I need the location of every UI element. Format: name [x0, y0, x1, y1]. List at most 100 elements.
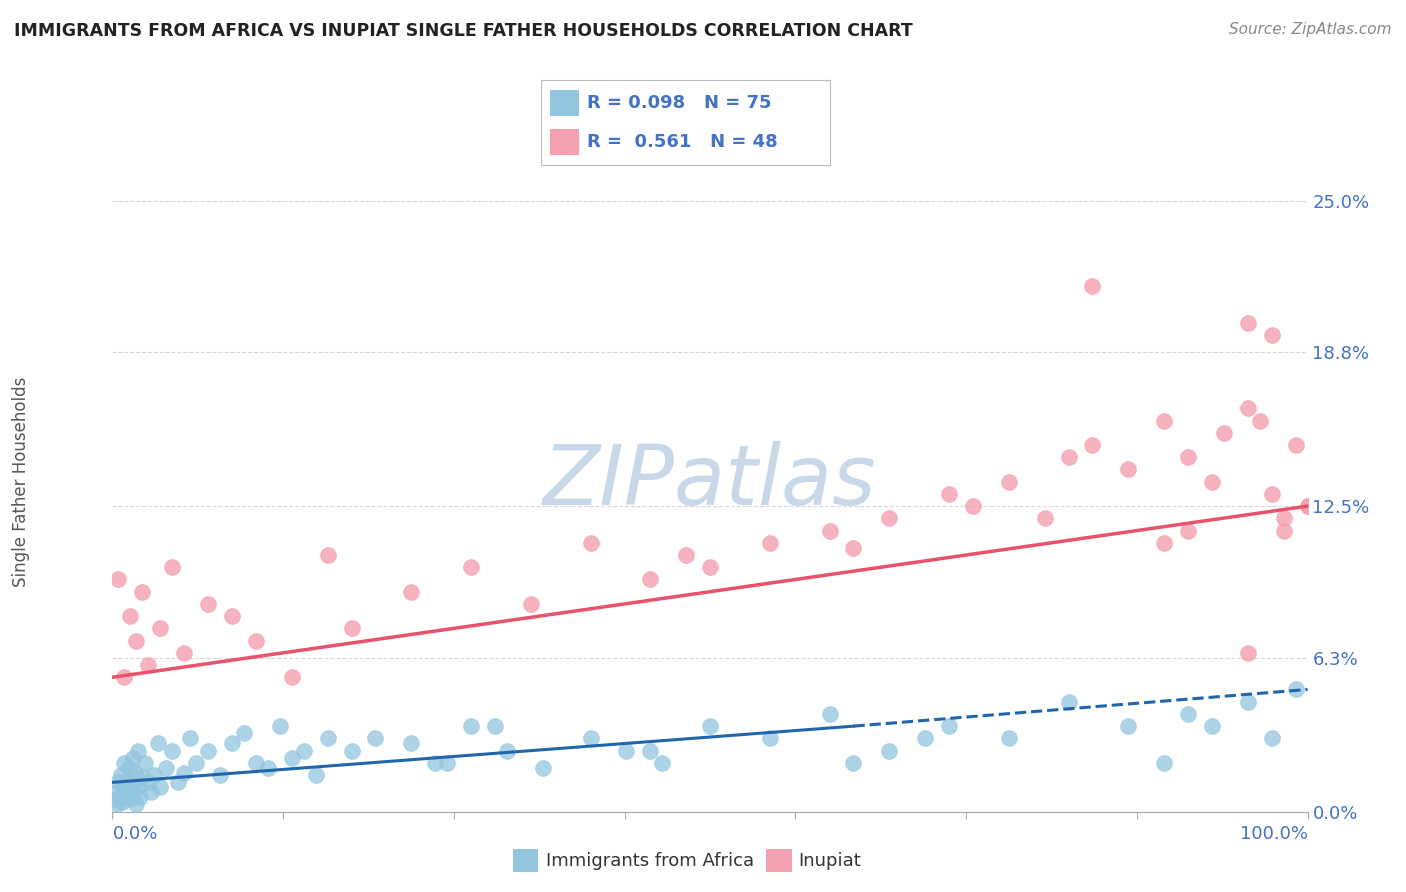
- Point: [401, 736, 423, 750]
- Text: R =  0.561   N = 48: R = 0.561 N = 48: [588, 133, 778, 151]
- Point: [1177, 524, 1199, 538]
- Point: [107, 775, 129, 789]
- Point: [125, 633, 148, 648]
- Point: [579, 536, 602, 550]
- Point: [256, 761, 278, 775]
- Point: [138, 658, 160, 673]
- Point: [1237, 646, 1260, 660]
- Point: [173, 765, 195, 780]
- Point: [221, 736, 243, 750]
- Point: [962, 499, 984, 513]
- Point: [425, 756, 447, 770]
- Point: [938, 719, 960, 733]
- Point: [1260, 328, 1282, 343]
- Text: Inupiat: Inupiat: [799, 852, 862, 870]
- Point: [1260, 731, 1282, 746]
- Point: [1272, 524, 1295, 538]
- Point: [914, 731, 936, 746]
- Point: [162, 560, 183, 574]
- Point: [1153, 413, 1175, 427]
- Point: [1057, 695, 1080, 709]
- Point: [1081, 279, 1104, 293]
- Point: [173, 646, 195, 660]
- Point: [269, 719, 291, 733]
- Point: [531, 761, 554, 775]
- Point: [114, 756, 135, 770]
- Point: [842, 541, 865, 555]
- Point: [121, 778, 143, 792]
- Text: IMMIGRANTS FROM AFRICA VS INUPIAT SINGLE FATHER HOUSEHOLDS CORRELATION CHART: IMMIGRANTS FROM AFRICA VS INUPIAT SINGLE…: [14, 22, 912, 40]
- Point: [1153, 756, 1175, 770]
- Point: [1201, 719, 1223, 733]
- Point: [877, 511, 900, 525]
- Text: 100.0%: 100.0%: [1240, 825, 1308, 843]
- Point: [1285, 438, 1308, 452]
- Point: [579, 731, 602, 746]
- Point: [364, 731, 387, 746]
- Point: [484, 719, 506, 733]
- Point: [131, 584, 153, 599]
- Point: [134, 756, 156, 770]
- Point: [520, 597, 543, 611]
- Point: [179, 731, 201, 746]
- Point: [120, 792, 142, 806]
- Point: [112, 780, 135, 795]
- Point: [186, 756, 208, 770]
- Point: [127, 743, 149, 757]
- Point: [167, 775, 190, 789]
- Point: [125, 797, 148, 812]
- Point: [1212, 425, 1236, 440]
- Point: [1057, 450, 1080, 465]
- Point: [304, 768, 326, 782]
- Point: [1177, 706, 1199, 721]
- Point: [998, 731, 1021, 746]
- Point: [292, 743, 315, 757]
- Point: [138, 775, 160, 789]
- Point: [117, 782, 139, 797]
- Point: [699, 560, 721, 574]
- Point: [245, 633, 267, 648]
- Text: Immigrants from Africa: Immigrants from Africa: [546, 852, 754, 870]
- Point: [1116, 462, 1139, 476]
- Point: [281, 751, 304, 765]
- Point: [401, 584, 423, 599]
- Point: [340, 621, 363, 635]
- Point: [139, 785, 162, 799]
- Point: [1272, 511, 1295, 525]
- Point: [436, 756, 458, 770]
- Text: 0.0%: 0.0%: [112, 825, 157, 843]
- Point: [1153, 536, 1175, 550]
- Point: [128, 780, 150, 795]
- Point: [232, 726, 256, 740]
- Point: [122, 785, 145, 799]
- Point: [340, 743, 363, 757]
- Point: [124, 765, 146, 780]
- Point: [110, 768, 132, 782]
- Point: [759, 536, 782, 550]
- Point: [496, 743, 519, 757]
- Point: [208, 768, 231, 782]
- Point: [114, 670, 135, 684]
- Point: [143, 768, 166, 782]
- Point: [651, 756, 673, 770]
- Point: [818, 706, 841, 721]
- Point: [1081, 438, 1104, 452]
- Point: [281, 670, 304, 684]
- Point: [197, 597, 219, 611]
- Point: [998, 475, 1021, 489]
- Point: [104, 792, 127, 806]
- Point: [1249, 413, 1271, 427]
- Point: [1237, 401, 1260, 416]
- Text: Source: ZipAtlas.com: Source: ZipAtlas.com: [1229, 22, 1392, 37]
- Point: [105, 785, 128, 799]
- Point: [675, 548, 697, 562]
- Point: [1177, 450, 1199, 465]
- Text: R = 0.098   N = 75: R = 0.098 N = 75: [588, 95, 772, 112]
- Point: [1296, 499, 1319, 513]
- Point: [699, 719, 721, 733]
- Point: [842, 756, 865, 770]
- Point: [131, 771, 153, 785]
- Point: [105, 797, 128, 812]
- Point: [162, 743, 183, 757]
- Point: [1116, 719, 1139, 733]
